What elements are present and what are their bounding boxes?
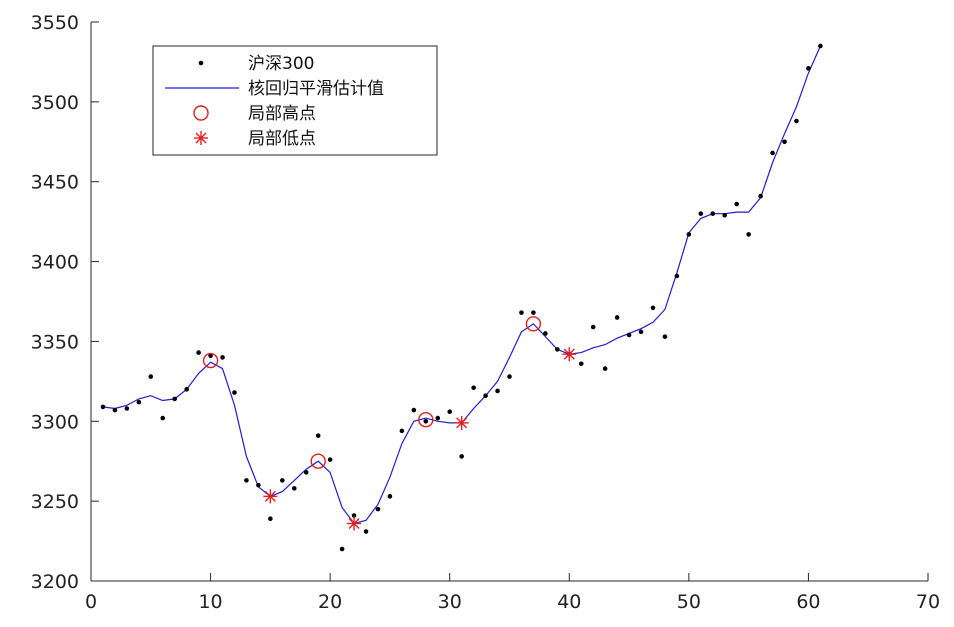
data-point xyxy=(148,374,154,379)
y-tick-label: 3300 xyxy=(31,411,79,433)
data-point xyxy=(626,332,632,338)
y-tick-label: 3400 xyxy=(31,252,79,274)
local-high-marker xyxy=(202,352,219,369)
data-point xyxy=(578,361,584,367)
data-point xyxy=(770,150,775,156)
data-point xyxy=(602,366,608,371)
data-point xyxy=(256,482,261,488)
data-point xyxy=(555,347,560,352)
x-tick-label: 10 xyxy=(198,591,222,613)
y-axis-ticks: 3200 3250 3300 3350 3400 3450 3500 3550 xyxy=(31,12,99,593)
y-tick-label: 3550 xyxy=(31,12,79,34)
data-point xyxy=(160,415,166,421)
data-point xyxy=(100,404,106,410)
y-tick-label: 3200 xyxy=(31,571,79,593)
data-point xyxy=(112,407,118,413)
data-point xyxy=(495,388,500,394)
data-point xyxy=(315,433,321,438)
data-point xyxy=(399,428,405,434)
data-point xyxy=(638,329,644,335)
local-low-marker xyxy=(562,347,577,362)
data-point xyxy=(543,331,548,336)
data-point xyxy=(387,494,393,499)
x-tick-label: 60 xyxy=(796,591,820,613)
local-high-marker xyxy=(525,316,542,332)
data-point xyxy=(698,211,704,216)
y-tick-label: 3450 xyxy=(31,172,79,194)
data-point xyxy=(327,457,333,462)
data-point xyxy=(268,516,273,522)
data-point xyxy=(363,529,369,534)
data-point xyxy=(339,546,345,552)
legend-circle-symbol xyxy=(193,105,209,121)
x-tick-label: 30 xyxy=(438,591,462,613)
y-tick-label: 3500 xyxy=(31,92,79,114)
data-point xyxy=(734,201,739,207)
data-point xyxy=(303,470,309,475)
data-point xyxy=(650,305,656,311)
x-axis-ticks: 0 10 20 30 40 50 60 70 xyxy=(85,573,940,613)
data-point xyxy=(208,353,213,359)
data-point xyxy=(280,478,285,483)
data-point xyxy=(722,212,728,218)
data-point xyxy=(710,211,716,216)
data-point xyxy=(136,399,142,405)
data-point xyxy=(351,513,357,518)
data-point xyxy=(746,232,751,237)
data-point xyxy=(184,387,189,392)
x-tick-label: 0 xyxy=(85,591,97,613)
data-point xyxy=(758,193,763,199)
data-point xyxy=(196,350,201,355)
data-point xyxy=(172,396,177,402)
data-point xyxy=(818,43,823,49)
data-point xyxy=(435,415,441,421)
data-point xyxy=(232,390,237,395)
data-point xyxy=(244,478,249,483)
data-point xyxy=(614,315,620,320)
local-high-marker xyxy=(310,453,326,469)
data-point xyxy=(686,232,692,237)
x-tick-label: 20 xyxy=(318,591,342,613)
data-point xyxy=(507,374,512,379)
legend-dot-symbol xyxy=(198,60,204,66)
legend-label: 局部高点 xyxy=(248,104,316,124)
data-point xyxy=(674,273,680,279)
local-low-marker xyxy=(263,489,278,504)
local-low-marker xyxy=(454,415,469,430)
data-point xyxy=(531,310,536,315)
data-point xyxy=(291,486,297,491)
chart-marks xyxy=(100,43,823,552)
y-tick-label: 3350 xyxy=(31,331,79,353)
y-tick-label: 3250 xyxy=(31,491,79,513)
data-point xyxy=(794,118,799,124)
legend-label: 沪深300 xyxy=(248,54,314,74)
local-low-marker xyxy=(347,516,362,531)
data-point xyxy=(124,406,130,411)
x-tick-label: 50 xyxy=(677,591,701,613)
data-point xyxy=(411,407,417,413)
x-tick-label: 40 xyxy=(557,591,581,613)
data-point xyxy=(459,454,464,459)
data-point xyxy=(806,66,811,71)
data-point xyxy=(423,418,429,424)
data-point xyxy=(483,393,488,399)
local-high-marker xyxy=(418,411,434,428)
data-point xyxy=(519,310,524,315)
legend-label: 核回归平滑估计值 xyxy=(248,79,384,99)
data-point xyxy=(220,355,225,360)
legend-label: 局部低点 xyxy=(248,129,316,149)
data-point xyxy=(375,506,381,512)
data-point xyxy=(447,409,453,415)
x-tick-label: 70 xyxy=(916,591,940,613)
legend-star-symbol xyxy=(194,131,208,145)
data-point xyxy=(662,334,668,339)
data-point xyxy=(471,385,476,391)
data-point xyxy=(590,324,596,330)
data-point xyxy=(782,139,787,145)
